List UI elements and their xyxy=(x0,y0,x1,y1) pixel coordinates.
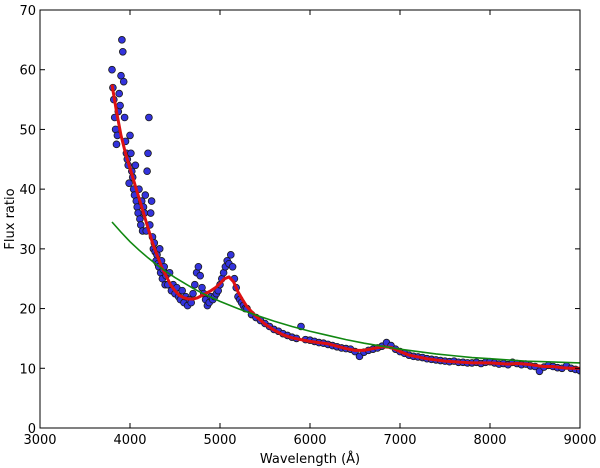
scatter-point xyxy=(227,251,235,259)
scatter-point xyxy=(116,101,124,110)
scatter-point xyxy=(118,36,126,44)
x-tick-label: 6000 xyxy=(293,433,326,448)
x-tick-label: 4000 xyxy=(113,433,146,448)
x-tick-label: 5000 xyxy=(203,433,236,448)
x-tick-label: 3000 xyxy=(23,433,56,448)
smoothed-line xyxy=(110,84,580,370)
scatter-point xyxy=(119,77,128,86)
scatter-point xyxy=(125,179,133,187)
scatter-point xyxy=(144,149,152,158)
x-tick-label: 7000 xyxy=(383,433,416,448)
fit-line xyxy=(111,221,580,364)
scatter-point xyxy=(191,280,199,289)
y-tick-label: 30 xyxy=(19,243,36,258)
scatter-point xyxy=(147,197,156,205)
scatter-point xyxy=(194,262,203,271)
scatter-point xyxy=(228,262,237,271)
scatter-point xyxy=(143,167,151,176)
x-tick-label: 8000 xyxy=(473,433,506,448)
scatter-point xyxy=(126,131,134,140)
scatter-point xyxy=(131,161,140,170)
scatter-point xyxy=(108,65,116,74)
scatter-point xyxy=(112,140,121,149)
scatter-point xyxy=(146,209,155,217)
scatter-point xyxy=(127,149,135,158)
scatter-point xyxy=(119,47,127,56)
scatter-point xyxy=(189,289,197,298)
scatter-point xyxy=(178,286,187,295)
y-tick-label: 50 xyxy=(19,123,36,138)
x-tick-label: 9000 xyxy=(563,433,596,448)
scatter-point xyxy=(196,271,205,280)
y-tick-label: 10 xyxy=(19,362,36,377)
y-tick-label: 70 xyxy=(19,4,36,19)
plot-data-layer xyxy=(108,36,580,376)
scatter-point xyxy=(141,191,150,199)
y-axis-label: Flux ratio xyxy=(3,188,18,249)
scatter-point xyxy=(155,245,164,253)
y-tick-label: 40 xyxy=(19,183,36,198)
y-tick-label: 20 xyxy=(19,303,36,318)
scatter-point xyxy=(145,113,153,122)
y-tick-label: 0 xyxy=(28,422,36,437)
scatter-point xyxy=(115,89,123,98)
axes-layer: 3000 4000 5000 6000 7000 8000 9000 0 10 20 30 40 50 6… xyxy=(19,4,596,448)
scatter-point xyxy=(120,113,129,122)
y-tick-label: 60 xyxy=(19,64,36,79)
x-axis-label: Wavelength (Å) xyxy=(260,451,360,467)
